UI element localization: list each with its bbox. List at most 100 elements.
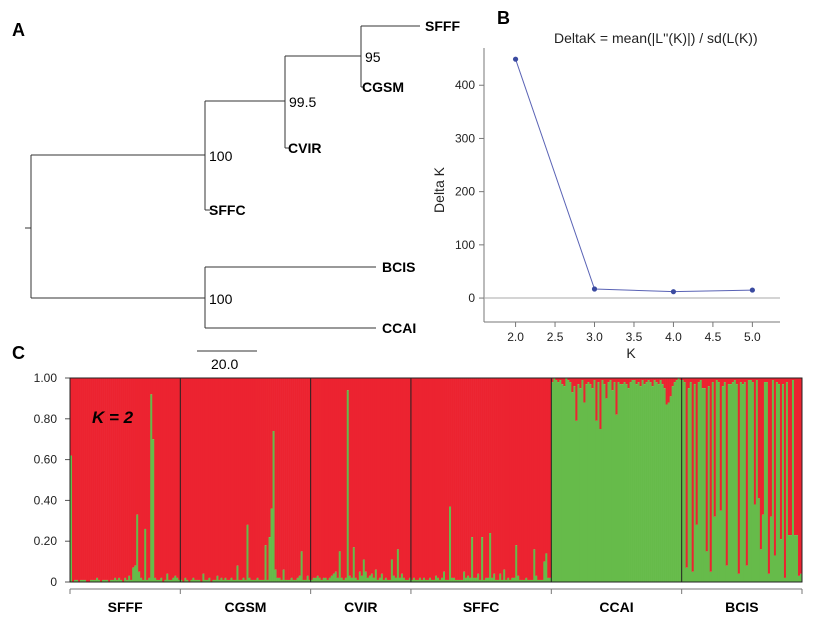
bar-segment-cluster-1 bbox=[619, 378, 622, 385]
bar-segment-cluster-2 bbox=[242, 577, 245, 582]
bar-segment-cluster-2 bbox=[76, 579, 79, 582]
bar-segment-cluster-1 bbox=[523, 378, 526, 580]
bar-segment-cluster-1 bbox=[617, 378, 620, 383]
bar-segment-cluster-2 bbox=[220, 577, 223, 582]
bar-segment-cluster-1 bbox=[108, 378, 111, 582]
bar-segment-cluster-2 bbox=[675, 380, 678, 582]
bar-segment-cluster-1 bbox=[537, 378, 540, 580]
bar-segment-cluster-1 bbox=[701, 378, 705, 389]
bar-segment-cluster-1 bbox=[691, 378, 695, 572]
bar-segment-cluster-1 bbox=[655, 378, 658, 383]
bar-segment-cluster-1 bbox=[74, 378, 77, 580]
bar-segment-cluster-1 bbox=[252, 378, 255, 580]
bar-segment-cluster-2 bbox=[74, 579, 77, 582]
bar-segment-cluster-1 bbox=[657, 378, 660, 385]
tip-label-cvir: CVIR bbox=[288, 140, 321, 156]
bar-segment-cluster-1 bbox=[314, 378, 317, 578]
bar-segment-cluster-1 bbox=[571, 378, 574, 393]
delta-k-point bbox=[512, 56, 519, 62]
bar-segment-cluster-2 bbox=[214, 579, 217, 582]
bar-segment-cluster-2 bbox=[398, 577, 402, 582]
bar-segment-cluster-2 bbox=[601, 380, 604, 582]
bar-segment-cluster-2 bbox=[138, 571, 141, 582]
bar-segment-cluster-2 bbox=[384, 577, 388, 582]
bar-segment-cluster-2 bbox=[230, 577, 233, 582]
bar-segment-cluster-2 bbox=[160, 577, 163, 582]
bar-segment-cluster-2 bbox=[605, 398, 608, 582]
bar-segment-cluster-1 bbox=[705, 378, 709, 552]
bar-segment-cluster-2 bbox=[312, 577, 315, 582]
bar-segment-cluster-2 bbox=[593, 380, 596, 582]
bar-segment-cluster-2 bbox=[537, 579, 540, 582]
bar-segment-cluster-1 bbox=[437, 378, 440, 578]
bar-segment-cluster-1 bbox=[280, 378, 283, 580]
bar-segment-cluster-2 bbox=[246, 524, 249, 582]
x-tick-label: 2.5 bbox=[547, 330, 564, 344]
bar-segment-cluster-2 bbox=[485, 577, 488, 582]
bar-segment-cluster-1 bbox=[144, 378, 147, 529]
bar-segment-cluster-2 bbox=[591, 388, 594, 582]
bar-segment-cluster-1 bbox=[386, 378, 390, 580]
bar-segment-cluster-2 bbox=[358, 571, 362, 582]
bar-segment-cluster-1 bbox=[214, 378, 217, 580]
y-tick-label: 300 bbox=[455, 131, 475, 145]
bar-segment-cluster-1 bbox=[130, 378, 133, 580]
bar-segment-cluster-1 bbox=[338, 378, 342, 552]
bar-segment-cluster-1 bbox=[312, 378, 315, 578]
bar-segment-cluster-2 bbox=[665, 404, 668, 582]
bar-segment-cluster-2 bbox=[118, 577, 121, 582]
bar-segment-cluster-2 bbox=[773, 555, 777, 582]
bar-segment-cluster-2 bbox=[759, 549, 763, 582]
bar-segment-cluster-1 bbox=[567, 378, 570, 381]
bar-segment-cluster-2 bbox=[204, 579, 207, 582]
bar-segment-cluster-2 bbox=[649, 382, 652, 582]
bar-segment-cluster-2 bbox=[731, 382, 735, 582]
bar-segment-cluster-1 bbox=[222, 378, 225, 580]
bar-segment-cluster-2 bbox=[669, 396, 672, 582]
bar-segment-cluster-2 bbox=[559, 380, 562, 582]
delta-k-series-line bbox=[515, 59, 753, 293]
bar-segment-cluster-2 bbox=[749, 380, 753, 582]
bar-segment-cluster-2 bbox=[625, 384, 628, 582]
bar-segment-cluster-2 bbox=[511, 577, 514, 582]
bar-segment-cluster-2 bbox=[316, 575, 319, 582]
bar-segment-cluster-2 bbox=[793, 535, 797, 582]
bar-segment-cluster-2 bbox=[611, 390, 614, 582]
bar-segment-cluster-1 bbox=[497, 378, 500, 580]
bar-segment-cluster-1 bbox=[378, 378, 382, 578]
bar-segment-cluster-2 bbox=[617, 382, 620, 582]
bar-segment-cluster-2 bbox=[334, 571, 338, 582]
bar-segment-cluster-1 bbox=[607, 378, 610, 383]
bar-segment-cluster-1 bbox=[138, 378, 141, 572]
bar-segment-cluster-2 bbox=[308, 579, 311, 582]
bar-segment-cluster-1 bbox=[262, 378, 265, 580]
bar-segment-cluster-1 bbox=[82, 378, 85, 580]
bar-segment-cluster-2 bbox=[290, 577, 293, 582]
bar-segment-cluster-2 bbox=[428, 577, 432, 582]
x-tick-label: 4.0 bbox=[665, 330, 682, 344]
bar-segment-cluster-2 bbox=[557, 382, 560, 582]
bar-segment-cluster-1 bbox=[685, 378, 688, 568]
bar-segment-cluster-2 bbox=[633, 380, 636, 582]
bar-segment-cluster-1 bbox=[374, 378, 378, 570]
bar-segment-cluster-1 bbox=[370, 378, 374, 574]
bar-segment-cluster-1 bbox=[210, 378, 213, 582]
bar-segment-cluster-1 bbox=[569, 378, 572, 383]
bar-segment-cluster-2 bbox=[124, 577, 127, 582]
bar-segment-cluster-2 bbox=[114, 577, 117, 582]
bar-segment-cluster-2 bbox=[479, 579, 482, 582]
bar-segment-cluster-2 bbox=[366, 577, 370, 582]
bar-segment-cluster-2 bbox=[70, 455, 73, 582]
bar-segment-cluster-1 bbox=[499, 378, 502, 574]
bar-segment-cluster-2 bbox=[346, 390, 350, 582]
bar-segment-cluster-1 bbox=[585, 378, 588, 385]
bar-segment-cluster-2 bbox=[577, 384, 580, 582]
bar-segment-cluster-2 bbox=[495, 579, 498, 582]
bar-segment-cluster-2 bbox=[517, 575, 520, 582]
bar-segment-cluster-2 bbox=[753, 504, 757, 582]
bar-segment-cluster-1 bbox=[673, 378, 676, 383]
bar-segment-cluster-2 bbox=[707, 386, 711, 582]
bar-segment-cluster-2 bbox=[741, 384, 745, 582]
bar-segment-cluster-2 bbox=[599, 429, 602, 582]
bar-segment-cluster-1 bbox=[302, 378, 305, 580]
